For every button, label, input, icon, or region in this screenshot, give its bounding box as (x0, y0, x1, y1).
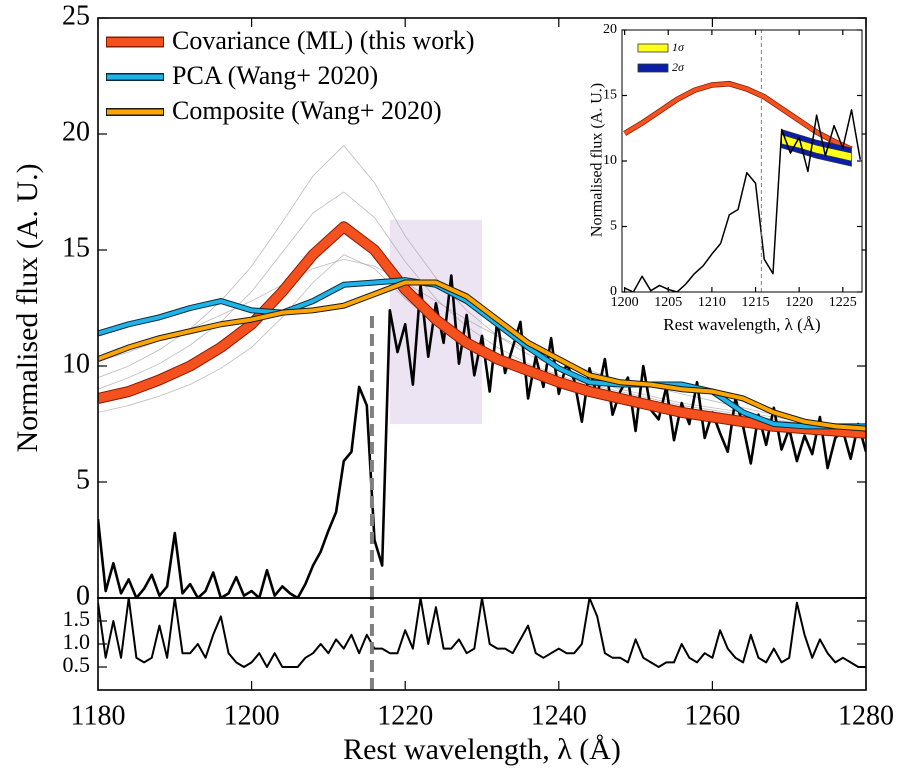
main-axes: 0 5 10 15 20 25 Covariance (ML) (this work) PCA… (62, 0, 867, 611)
y-tick-label: 25 (62, 0, 90, 31)
x-tick-label: 1180 (71, 700, 126, 731)
residual-line (98, 598, 866, 668)
model-line (98, 278, 866, 429)
inset-y-axis-label: Normalised flux (A. U.) (589, 83, 606, 237)
legend-swatch (637, 63, 669, 73)
inset-background (622, 30, 862, 292)
observed-spectrum (624, 109, 861, 292)
x-tick-label: 1220 (377, 700, 433, 731)
legend-swatch (637, 43, 669, 53)
x-tick-label: 1280 (838, 700, 894, 731)
main-plot-area (98, 145, 866, 598)
legend-label: 2σ (672, 60, 685, 74)
y-axis-label: Normalised flux (A. U.) (11, 163, 44, 452)
y-tick-label: 0 (76, 580, 90, 611)
y-tick-label: 15 (603, 88, 617, 103)
x-tick-label: 1200 (611, 295, 639, 310)
x-tick-label: 1210 (698, 295, 726, 310)
x-axis-label: Rest wavelength, λ (Å) (343, 733, 621, 766)
y-tick-label: 0.5 (63, 652, 91, 677)
x-tick-label: 1220 (785, 295, 813, 310)
model-line (98, 222, 866, 438)
x-tick-label: 1225 (829, 295, 857, 310)
y-tick-label: 10 (603, 153, 617, 168)
residual-plot-area (98, 598, 866, 690)
legend-label: PCA (Wang+ 2020) (172, 61, 378, 90)
x-tick-label: 1240 (531, 700, 587, 731)
y-tick-label: 5 (76, 464, 90, 495)
x-tick-label: 1200 (224, 700, 280, 731)
y-tick-label: 1.0 (63, 629, 91, 654)
legend-label: Composite (Wang+ 2020) (172, 96, 442, 125)
model-line (98, 280, 866, 431)
y-tick-label: 15 (62, 232, 90, 263)
x-tick-label: 1260 (684, 700, 740, 731)
y-tick-label: 10 (62, 348, 90, 379)
inset-axes: 0 5 10 15 20 1200 1205 1210 1215 1220 1225 1σ 2σ (603, 22, 863, 310)
legend-label: Covariance (ML) (this work) (172, 26, 475, 55)
y-tick-label: 1.5 (63, 606, 91, 631)
x-tick-label: 1205 (654, 295, 682, 310)
residual-axes: 0.51.01.5 1180 1200 1220 1240 1260 1280 (63, 18, 894, 731)
inset-plot-area (623, 30, 861, 292)
inset-x-axis-label: Rest wavelength, λ (Å) (663, 315, 820, 334)
y-tick-label: 20 (603, 22, 617, 37)
y-tick-label: 5 (610, 219, 617, 234)
x-tick-label: 1215 (742, 295, 770, 310)
legend-label: 1σ (672, 40, 685, 54)
y-tick-label: 0 (610, 284, 617, 299)
y-tick-label: 20 (62, 116, 90, 147)
